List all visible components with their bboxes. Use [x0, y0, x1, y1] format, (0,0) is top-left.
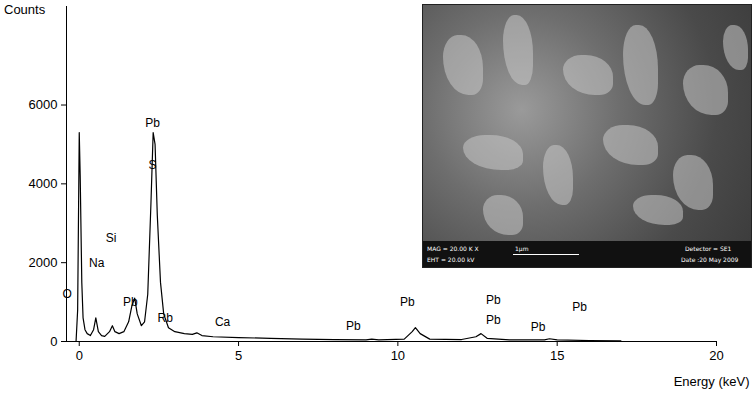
html-text:MAG = 20.00 K X: MAG = 20.00 K X [427, 245, 479, 252]
svg-text:O: O [62, 287, 71, 301]
svg-text:Pb: Pb [486, 313, 501, 327]
svg-text:Pb: Pb [572, 300, 587, 314]
svg-text:0: 0 [76, 348, 83, 363]
svg-text:Pb: Pb [531, 320, 546, 334]
svg-text:Energy (keV): Energy (keV) [674, 374, 750, 389]
svg-text:Rb: Rb [158, 311, 174, 325]
svg-text:Na: Na [89, 256, 105, 270]
html-text:1μm: 1μm [515, 245, 529, 252]
svg-text:S: S [149, 158, 157, 172]
svg-text:Si: Si [106, 231, 117, 245]
html-text:Counts: Counts [4, 2, 46, 17]
svg-text:20: 20 [709, 348, 723, 363]
svg-text:10: 10 [391, 348, 405, 363]
svg-text:6000: 6000 [29, 97, 58, 112]
html-text:EHT = 20.00 kV: EHT = 20.00 kV [427, 256, 475, 263]
svg-text:Pb: Pb [486, 293, 501, 307]
html-text:Date :20 May 2009: Date :20 May 2009 [681, 256, 739, 263]
svg-text:4000: 4000 [29, 176, 58, 191]
svg-text:Ca: Ca [215, 315, 231, 329]
svg-text:Pb: Pb [346, 319, 361, 333]
html-text:Detector = SE1: Detector = SE1 [685, 245, 732, 252]
svg-text:2000: 2000 [29, 255, 58, 270]
svg-text:Pb: Pb [400, 295, 415, 309]
svg-text:Pb: Pb [123, 295, 138, 309]
svg-text:Pb: Pb [145, 116, 160, 130]
svg-text:15: 15 [550, 348, 564, 363]
svg-text:5: 5 [235, 348, 242, 363]
svg-text:0: 0 [50, 334, 57, 349]
